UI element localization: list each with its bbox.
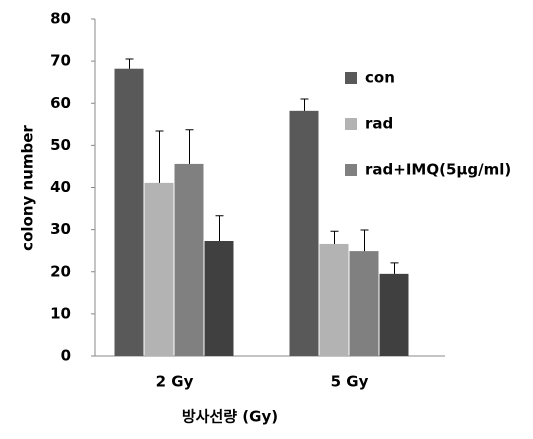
error-bar: [390, 262, 399, 274]
bar: [174, 163, 204, 356]
y-tick-label: 70: [50, 52, 71, 70]
y-tick-label: 80: [50, 10, 71, 28]
y-axis-label: colony number: [19, 125, 37, 251]
error-bar: [125, 58, 134, 69]
bar: [349, 251, 379, 356]
y-tick-label: 10: [50, 304, 71, 322]
bar: [379, 273, 409, 356]
bar: [144, 182, 174, 356]
bar: [289, 110, 319, 357]
legend-swatch: [345, 72, 357, 84]
error-bar: [330, 230, 339, 244]
y-tick-label: 60: [50, 94, 71, 112]
y-tick-label: 40: [50, 178, 71, 196]
legend-label: rad+IMQ(5μg/ml): [365, 161, 511, 179]
x-tick-label: 2 Gy: [156, 373, 194, 391]
y-tick-label: 50: [50, 136, 71, 154]
legend-swatch: [345, 118, 357, 130]
y-tick-label: 30: [50, 220, 71, 238]
x-axis-label: 방사선량 (Gy): [182, 408, 278, 426]
legend-label: con: [365, 69, 395, 87]
error-bar: [300, 98, 309, 111]
y-tick-label: 20: [50, 262, 71, 280]
bar: [319, 243, 349, 356]
y-tick-label: 0: [61, 347, 71, 365]
error-bar: [155, 130, 164, 183]
x-tick-label: 5 Gy: [331, 373, 369, 391]
error-bar: [360, 229, 369, 252]
legend-swatch: [345, 164, 357, 176]
error-bar: [215, 215, 224, 241]
bar: [204, 240, 234, 356]
legend-label: rad: [365, 115, 393, 133]
error-bar: [185, 129, 194, 164]
bar: [114, 68, 144, 357]
